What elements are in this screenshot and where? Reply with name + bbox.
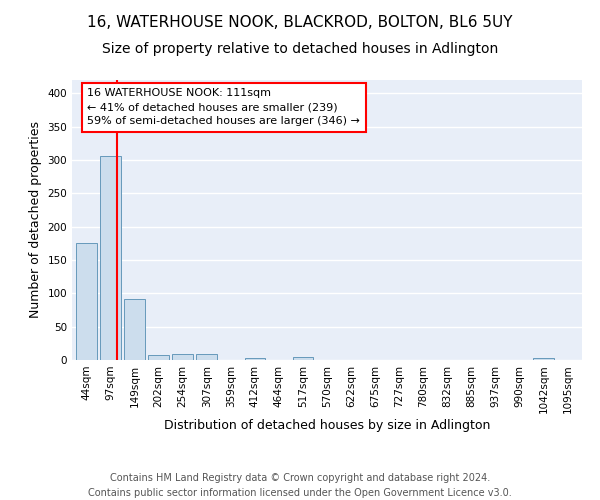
Bar: [148, 354, 169, 360]
Bar: [100, 156, 121, 360]
Text: Contains HM Land Registry data © Crown copyright and database right 2024.
Contai: Contains HM Land Registry data © Crown c…: [88, 472, 512, 498]
X-axis label: Distribution of detached houses by size in Adlington: Distribution of detached houses by size …: [164, 419, 490, 432]
Text: Size of property relative to detached houses in Adlington: Size of property relative to detached ho…: [102, 42, 498, 56]
Bar: [172, 354, 193, 360]
Text: 16 WATERHOUSE NOOK: 111sqm
← 41% of detached houses are smaller (239)
59% of sem: 16 WATERHOUSE NOOK: 111sqm ← 41% of deta…: [88, 88, 360, 126]
Y-axis label: Number of detached properties: Number of detached properties: [29, 122, 42, 318]
Text: 16, WATERHOUSE NOOK, BLACKROD, BOLTON, BL6 5UY: 16, WATERHOUSE NOOK, BLACKROD, BOLTON, B…: [87, 15, 513, 30]
Bar: [293, 358, 313, 360]
Bar: [533, 358, 554, 360]
Bar: [76, 244, 97, 360]
Bar: [124, 300, 145, 360]
Bar: [245, 358, 265, 360]
Bar: [196, 354, 217, 360]
